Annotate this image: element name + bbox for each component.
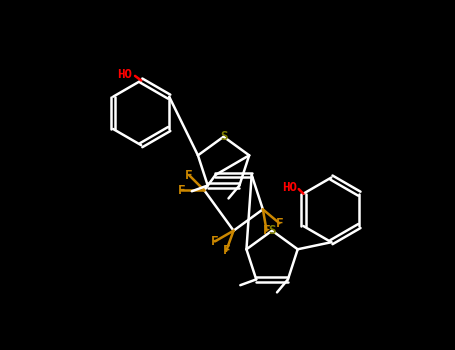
Text: F: F (177, 184, 185, 197)
Text: F: F (211, 235, 219, 248)
Text: S: S (220, 130, 228, 143)
Text: F: F (276, 217, 283, 230)
Text: HO: HO (282, 181, 297, 194)
Text: HO: HO (117, 68, 132, 81)
Text: F: F (263, 224, 270, 237)
Text: F: F (222, 244, 230, 257)
Text: S: S (268, 224, 276, 237)
Text: F: F (185, 169, 193, 182)
